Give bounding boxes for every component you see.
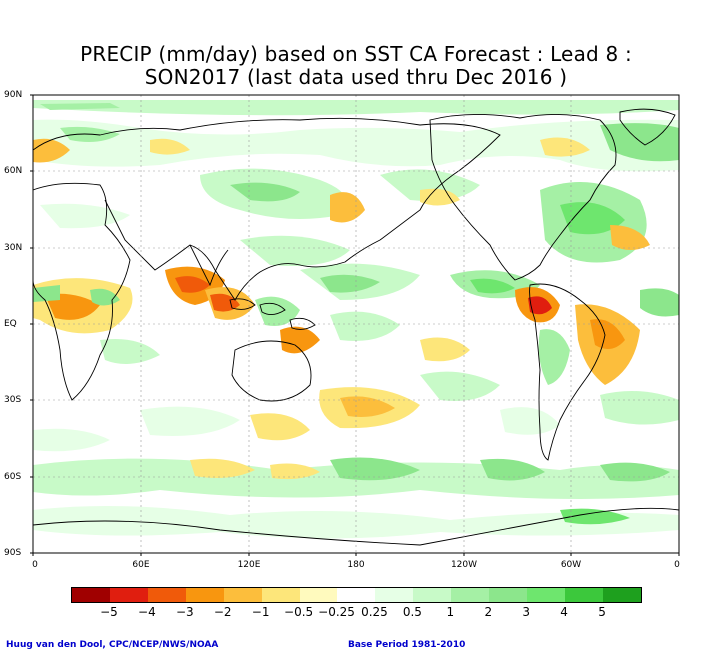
y-tick-label: 90N [4,90,23,100]
x-tick-label: 180 [347,560,365,570]
color-legend-swatch [299,588,338,602]
color-legend-label: −0.5 [284,605,314,619]
x-tick-label: 120E [237,560,261,570]
color-legend-label: −1 [251,605,270,619]
color-legend-swatch [602,588,641,602]
y-tick-label: 90S [4,548,22,558]
color-legend-swatch [527,588,565,602]
color-legend-label: −5 [100,605,118,619]
color-legend-swatch [564,588,603,602]
color-legend-bar [71,587,642,603]
map-title-line-2: SON2017 (last data used thru Dec 2016 ) [144,65,568,89]
color-legend-swatch [413,588,452,602]
color-legend-label: 4 [560,605,568,619]
precip-map [30,94,680,556]
color-legend-swatch [109,588,148,602]
color-legend-label: −0.25 [318,605,355,619]
color-legend-label: 5 [598,605,606,619]
base-period-note: Base Period 1981-2010 [348,640,466,650]
color-legend-label: 2 [484,605,493,619]
x-tick-label: 0 [32,560,38,570]
x-tick-label: 60E [132,560,150,570]
color-legend-label: 0.25 [361,605,388,619]
color-legend-swatch [147,588,186,602]
color-legend-label: 1 [446,605,455,619]
color-legend-label: 3 [522,605,531,619]
coastlines [33,108,679,546]
color-legend-swatch [185,588,224,602]
y-tick-label: 60S [4,472,22,482]
color-legend-label: 0.5 [402,605,422,619]
x-tick-label: 60W [560,560,582,570]
color-legend-swatch [337,588,376,602]
x-tick-label: 120W [450,560,478,570]
color-legend-swatch [223,588,262,602]
color-legend-swatch [451,588,490,602]
y-tick-label: 60N [4,166,23,176]
map-title-line-1: PRECIP (mm/day) based on SST CA Forecast… [80,42,632,66]
map-graticule [33,95,679,553]
color-legend-label: −4 [138,605,156,619]
color-legend-swatch [72,588,110,602]
color-legend-swatch [489,588,528,602]
color-legend-swatch [261,588,300,602]
y-tick-label: 30S [4,395,22,405]
color-legend-swatch [375,588,414,602]
author-credit: Huug van den Dool, CPC/NCEP/NWS/NOAA [6,640,219,650]
color-legend-label: −3 [175,605,194,619]
x-tick-label: 0 [674,560,680,570]
color-legend-label: −2 [213,605,232,619]
y-tick-label: EQ [4,319,17,329]
y-tick-label: 30N [4,243,23,253]
